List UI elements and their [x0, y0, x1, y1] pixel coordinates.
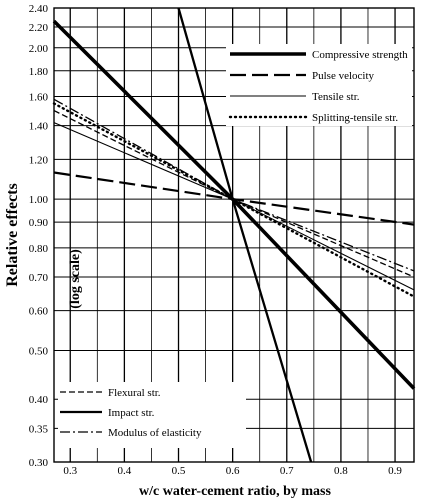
plot-frame	[53, 7, 415, 463]
x-tick-labels: 0.3 0.4 0.5 0.6 0.7 0.8 0.9	[63, 465, 402, 477]
y-tick-label: 0.60	[29, 306, 49, 318]
series-line	[53, 98, 415, 272]
y-tick-label: 1.40	[29, 121, 49, 133]
series-line	[52, 102, 416, 298]
series-line	[53, 171, 415, 226]
legend-label: Compressive strength	[312, 49, 408, 61]
x-tick-label: 0.9	[388, 465, 402, 477]
y-tick-label: 0.50	[29, 345, 49, 357]
y-tick-label: 0.30	[29, 457, 49, 469]
x-axis-label: w/c water-cement ratio, by mass	[139, 484, 331, 499]
y-tick-label: 1.20	[29, 154, 49, 166]
x-tick-label: 0.7	[280, 465, 294, 477]
legend-label: Modulus of elasticity	[108, 427, 202, 439]
legend-label: Pulse velocity	[312, 70, 375, 82]
legend-background	[58, 382, 246, 448]
y-tick-label: 1.80	[29, 66, 49, 78]
legend-label: Splitting-tensile str.	[312, 112, 398, 124]
x-tick-label: 0.3	[63, 465, 77, 477]
y-tick-label: 2.00	[29, 43, 49, 55]
series-line	[53, 110, 415, 278]
x-tick-label: 0.5	[172, 465, 186, 477]
legend-label: Flexural str.	[108, 387, 161, 399]
y-tick-labels: 2.40 2.20 2.00 1.80 1.60 1.40 1.20 1.00 0.90 0.80…	[29, 3, 49, 469]
legend-bottom: Flexural str. Impact str. Modulus of elast…	[58, 382, 246, 448]
series-lines	[52, 7, 416, 463]
y-tick-label: 0.35	[29, 423, 49, 435]
y-tick-label: 0.70	[29, 272, 49, 284]
y-tick-label: 0.80	[29, 243, 49, 255]
y-tick-label: 1.60	[29, 92, 49, 104]
x-tick-label: 0.4	[118, 465, 132, 477]
y-tick-label: 2.40	[29, 3, 49, 15]
legend-background	[226, 44, 412, 126]
y-tick-label: 2.20	[29, 22, 49, 34]
legend-label: Tensile str.	[312, 91, 360, 103]
y-tick-label: 0.90	[29, 217, 49, 229]
legend-top: Compressive strength Pulse velocity Tensil…	[226, 44, 412, 126]
y-axis-label: Relative effects	[4, 183, 21, 287]
y-tick-label: 1.00	[29, 194, 49, 206]
x-tick-label: 0.6	[226, 465, 240, 477]
x-tick-label: 0.8	[334, 465, 348, 477]
y-axis-scale-note: (log scale)	[68, 249, 83, 309]
legend-label: Impact str.	[108, 407, 155, 419]
y-tick-label: 0.40	[29, 394, 49, 406]
